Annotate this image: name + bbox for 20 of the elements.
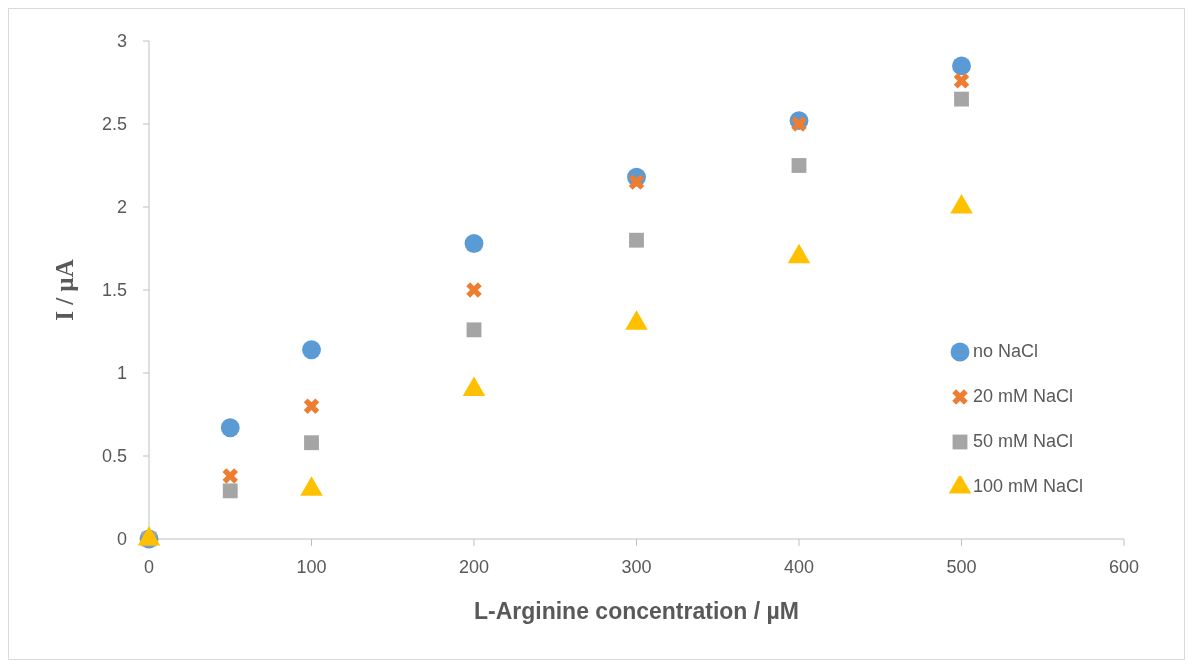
y-tick-label: 0.5 (101, 446, 127, 467)
y-tick-label: 1 (116, 363, 127, 384)
x-tick-label: 600 (1108, 556, 1140, 577)
y-tick-label: 1.5 (101, 280, 127, 301)
x-tick-label: 400 (783, 556, 815, 577)
legend-label: no NaCl (973, 341, 1039, 362)
x-axis-title: L-Arginine concentration / µM (473, 598, 800, 624)
y-tick-label: 0 (116, 529, 127, 550)
legend-label: 100 mM NaCl (973, 476, 1084, 497)
x-tick-label: 200 (458, 556, 490, 577)
x-tick-label: 0 (143, 556, 155, 577)
x-tick-label: 100 (296, 556, 327, 577)
legend-label: 50 mM NaCl (973, 431, 1074, 452)
y-tick-label: 2 (116, 197, 127, 218)
y-tick-label: 3 (116, 31, 127, 52)
y-axis-title: I / µA (50, 259, 78, 321)
x-tick-label: 500 (946, 556, 977, 577)
legend-label: 20 mM NaCl (973, 386, 1074, 407)
y-tick-label: 2.5 (101, 114, 127, 135)
x-tick-label: 300 (621, 556, 652, 577)
